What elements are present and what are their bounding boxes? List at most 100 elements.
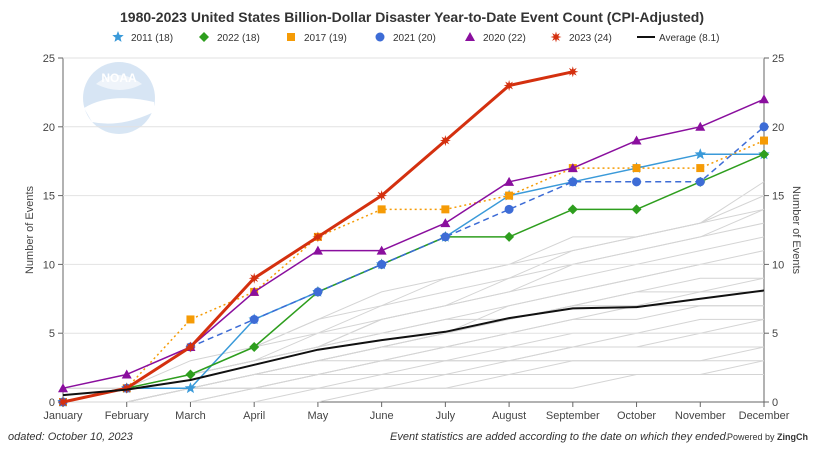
footer-note: Event statistics are added according to …	[390, 431, 729, 443]
data-point-2020-22	[249, 286, 260, 296]
data-point-2022-18	[249, 341, 260, 352]
series-2017-19	[59, 136, 768, 406]
y-tick-label-right: 0	[772, 397, 778, 409]
background-year-line	[62, 236, 765, 403]
data-point-2011-18	[184, 382, 197, 394]
data-point-2023-24	[376, 190, 388, 202]
legend-item-average-8-1[interactable]: Average (8.1)	[637, 33, 719, 44]
y-tick-label-right: 15	[772, 191, 784, 203]
y-tick-label-left: 10	[43, 259, 55, 271]
legend-marker-2022-18	[199, 32, 209, 42]
legend-marker-2023-24	[550, 31, 562, 43]
series-group	[57, 66, 770, 408]
legend-item-2021-20[interactable]: 2021 (20)	[375, 32, 436, 45]
data-point-2021-20	[249, 314, 259, 324]
legend-marker-2017-19	[287, 33, 295, 41]
legend-item-2022-18[interactable]: 2022 (18)	[199, 32, 260, 44]
legend-label-2022-18: 2022 (18)	[217, 33, 260, 44]
data-point-2023-24	[121, 382, 133, 394]
x-tick-label: March	[175, 410, 206, 422]
y-tick-label-right: 25	[772, 53, 784, 65]
data-point-2017-19	[696, 164, 705, 173]
x-tick-label: September	[546, 410, 600, 422]
data-point-2020-22	[759, 94, 769, 104]
powered-by[interactable]: Powered by ZingCh	[727, 432, 808, 442]
data-point-2023-24	[439, 135, 451, 147]
data-point-2020-22	[312, 245, 323, 255]
legend-label-2021-20: 2021 (20)	[393, 33, 436, 44]
data-point-2017-19	[186, 315, 195, 324]
data-point-2020-22	[695, 121, 706, 131]
y-tick-label-left: 5	[49, 328, 55, 340]
y-tick-label-left: 0	[49, 397, 55, 409]
legend-item-2023-24[interactable]: 2023 (24)	[550, 31, 612, 45]
y-axis-label-left: Number of Events	[24, 185, 36, 274]
series-average-8-1	[62, 289, 765, 397]
y-tick-label-right: 10	[772, 259, 784, 271]
data-point-2017-19	[632, 164, 641, 173]
data-point-2022-18	[759, 149, 769, 160]
powered-prefix: Powered by	[727, 432, 777, 442]
background-year-line	[63, 374, 764, 403]
data-point-2021-20	[759, 122, 769, 132]
x-tick-label: November	[675, 410, 726, 422]
noaa-logo: NOAA	[83, 62, 155, 134]
legend-item-2020-22[interactable]: 2020 (22)	[465, 32, 526, 44]
legend-label-2017-19: 2017 (19)	[304, 33, 347, 44]
y-tick-label-right: 5	[772, 328, 778, 340]
y-tick-label-left: 25	[43, 53, 55, 65]
data-point-2021-20	[632, 177, 642, 187]
data-point-2020-22	[376, 245, 387, 255]
data-point-2021-20	[504, 204, 514, 214]
data-point-2022-18	[504, 231, 515, 242]
data-point-2017-19	[441, 205, 450, 214]
axes: 0 0 5 5 10 10 15 15 20 20 25 25 January February March…	[43, 53, 790, 422]
data-point-2022-18	[631, 204, 642, 215]
data-point-2020-22	[121, 369, 132, 379]
data-point-2023-24	[312, 231, 324, 243]
y-tick-label-left: 15	[43, 191, 55, 203]
y-tick-label-right: 20	[772, 122, 784, 134]
series-line-average-8-1	[62, 289, 765, 397]
data-point-2022-18	[567, 204, 578, 215]
y-axis-label-right: Number of Events	[790, 186, 802, 275]
data-point-2021-20	[440, 232, 450, 242]
series-line-2011-18	[62, 153, 764, 403]
data-point-2017-19	[505, 191, 514, 200]
background-year-line	[63, 346, 764, 403]
x-tick-label: July	[436, 410, 456, 422]
x-tick-label: May	[308, 410, 329, 422]
data-point-2017-19	[377, 205, 386, 214]
data-point-2021-20	[377, 259, 387, 269]
x-tick-label: December	[739, 410, 790, 422]
data-point-2023-24	[503, 80, 515, 91]
data-point-2020-22	[58, 383, 68, 393]
series-line-2022-18	[62, 153, 765, 403]
background-year-lines	[62, 181, 765, 403]
series-2023-24	[57, 66, 579, 408]
series-line-2021-20	[62, 126, 765, 403]
x-tick-label: June	[370, 410, 394, 422]
legend-item-2017-19[interactable]: 2017 (19)	[287, 33, 347, 44]
updated-date: odated: October 10, 2023	[8, 431, 134, 443]
data-point-2022-18	[185, 369, 196, 380]
data-point-2020-22	[504, 176, 515, 186]
x-tick-label: October	[617, 410, 656, 422]
y-tick-label-left: 20	[43, 122, 55, 134]
legend-label-2020-22: 2020 (22)	[483, 33, 526, 44]
series-line-2020-22	[62, 98, 765, 389]
data-point-2020-22	[440, 218, 451, 228]
legend-label-average-8-1: Average (8.1)	[659, 33, 719, 44]
legend-marker-2011-18	[112, 31, 124, 42]
data-point-2017-19	[760, 136, 768, 145]
data-point-2020-22	[567, 163, 578, 173]
powered-brand: ZingCh	[777, 432, 808, 442]
noaa-logo-text: NOAA	[101, 71, 137, 85]
x-tick-label: January	[43, 410, 83, 422]
data-point-2021-20	[568, 177, 578, 187]
chart-title: 1980-2023 United States Billion-Dollar D…	[120, 9, 704, 25]
legend-item-2011-18[interactable]: 2011 (18)	[112, 31, 173, 44]
legend-marker-2020-22	[465, 32, 475, 41]
x-tick-label: August	[492, 410, 526, 422]
